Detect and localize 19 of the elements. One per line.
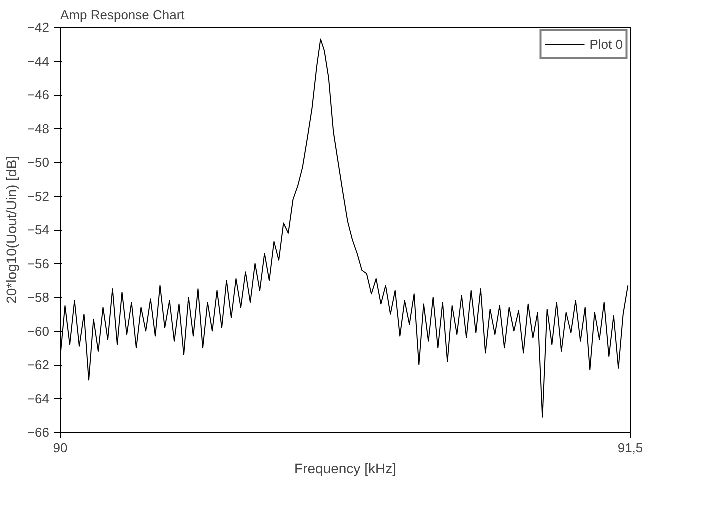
y-tick-label: −44: [27, 54, 50, 69]
y-tick-label: −60: [27, 324, 50, 339]
y-tick-label: −48: [27, 121, 50, 136]
y-tick-label: −58: [27, 290, 50, 305]
y-tick-label: −46: [27, 88, 50, 102]
y-tick-label: −66: [27, 425, 50, 440]
y-tick-label: −52: [27, 188, 50, 204]
y-tick-label: −54: [27, 222, 50, 238]
y-tick-label: −62: [27, 358, 50, 372]
x-tick-label: 90: [53, 440, 68, 456]
y-tick-label: −50: [27, 155, 50, 170]
y-axis-title: 20*log10(Uout/Uin) [dB]: [3, 156, 20, 304]
y-tick-label: −42: [27, 20, 50, 35]
y-tick-label: −56: [27, 256, 50, 272]
x-tick-label: 91,5: [618, 440, 644, 456]
y-tick-label: −64: [27, 391, 50, 406]
x-axis-title: Frequency [kHz]: [294, 460, 396, 476]
legend-label: Plot 0: [590, 36, 623, 52]
chart-title: Amp Response Chart: [60, 8, 186, 22]
